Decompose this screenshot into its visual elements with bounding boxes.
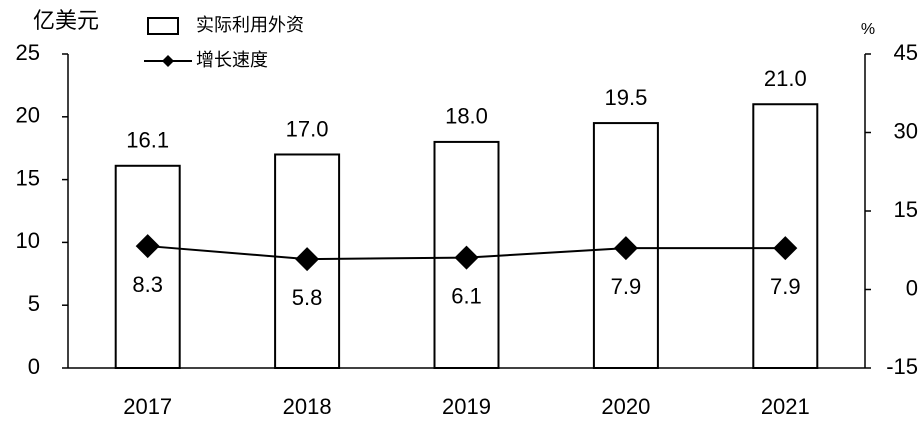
y-tick-label: 10: [16, 228, 40, 253]
legend-marker: [162, 55, 174, 67]
line-value-label: 8.3: [132, 272, 163, 297]
line-marker: [295, 247, 320, 272]
y-tick-label: 15: [16, 165, 40, 190]
line-value-label: 7.9: [611, 274, 642, 299]
bar-value-label: 19.5: [604, 85, 647, 110]
y2-tick-label: -15: [886, 354, 918, 379]
y-tick-label: 0: [28, 354, 40, 379]
y2-tick-label: 45: [894, 40, 918, 65]
line-marker: [613, 236, 638, 261]
legend-swatch: [147, 17, 179, 35]
legend-label: 增长速度: [196, 50, 268, 70]
bar: [752, 103, 819, 370]
y2-axis-label: %: [861, 21, 875, 38]
y-tick-label: 5: [28, 291, 40, 316]
y-axis-label: 亿美元: [33, 8, 99, 33]
line-value-label: 7.9: [770, 274, 801, 299]
x-tick-label: 2017: [123, 394, 172, 419]
bar-value-label: 18.0: [445, 104, 488, 129]
x-tick-label: 2020: [601, 394, 650, 419]
line-marker: [135, 234, 160, 259]
line-marker: [773, 236, 798, 261]
x-tick-label: 2018: [283, 394, 332, 419]
line-value-label: 6.1: [451, 283, 482, 308]
bar-value-label: 21.0: [764, 66, 807, 91]
line-value-label: 5.8: [292, 285, 323, 310]
y-tick-label: 25: [16, 40, 40, 65]
bar-value-label: 17.0: [286, 116, 329, 141]
y2-tick-label: 30: [894, 118, 918, 143]
x-tick-label: 2021: [761, 394, 810, 419]
y2-tick-label: 0: [906, 275, 918, 300]
line-marker: [454, 245, 479, 270]
x-tick-label: 2019: [442, 394, 491, 419]
bar-value-label: 16.1: [126, 128, 169, 153]
legend-label: 实际利用外资: [196, 15, 304, 35]
y2-tick-label: 15: [894, 197, 918, 222]
y-tick-label: 20: [16, 103, 40, 128]
bar: [114, 164, 181, 369]
